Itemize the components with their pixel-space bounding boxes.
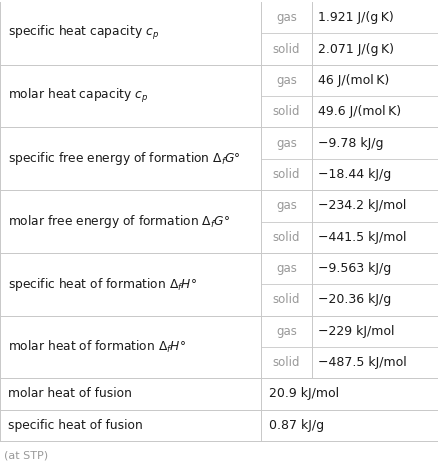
- Text: gas: gas: [276, 11, 296, 24]
- Text: −234.2 kJ/mol: −234.2 kJ/mol: [317, 199, 405, 212]
- Text: molar free energy of formation $\Delta_f G°$: molar free energy of formation $\Delta_f…: [8, 213, 230, 230]
- Text: molar heat of formation $\Delta_f H°$: molar heat of formation $\Delta_f H°$: [8, 339, 186, 355]
- Text: specific heat of formation $\Delta_f H°$: specific heat of formation $\Delta_f H°$: [8, 276, 197, 293]
- Text: 49.6 J/(mol K): 49.6 J/(mol K): [317, 105, 400, 118]
- Text: specific heat capacity $c_p$: specific heat capacity $c_p$: [8, 24, 159, 42]
- Text: 46 J/(mol K): 46 J/(mol K): [317, 74, 388, 87]
- Text: specific free energy of formation $\Delta_f G°$: specific free energy of formation $\Delt…: [8, 150, 240, 167]
- Text: (at STP): (at STP): [4, 451, 48, 461]
- Text: solid: solid: [272, 168, 300, 181]
- Text: gas: gas: [276, 137, 296, 149]
- Text: −229 kJ/mol: −229 kJ/mol: [317, 325, 393, 338]
- Text: −487.5 kJ/mol: −487.5 kJ/mol: [317, 356, 406, 369]
- Text: gas: gas: [276, 74, 296, 87]
- Text: solid: solid: [272, 231, 300, 244]
- Text: gas: gas: [276, 262, 296, 275]
- Text: 1.921 J/(g K): 1.921 J/(g K): [317, 11, 392, 24]
- Text: −9.563 kJ/g: −9.563 kJ/g: [317, 262, 390, 275]
- Text: molar heat of fusion: molar heat of fusion: [8, 388, 131, 401]
- Text: molar heat capacity $c_p$: molar heat capacity $c_p$: [8, 87, 148, 105]
- Text: gas: gas: [276, 325, 296, 338]
- Text: solid: solid: [272, 356, 300, 369]
- Text: gas: gas: [276, 199, 296, 212]
- Text: solid: solid: [272, 293, 300, 306]
- Text: specific heat of fusion: specific heat of fusion: [8, 419, 142, 432]
- Text: 20.9 kJ/mol: 20.9 kJ/mol: [268, 388, 339, 401]
- Text: solid: solid: [272, 105, 300, 118]
- Text: −441.5 kJ/mol: −441.5 kJ/mol: [317, 231, 405, 244]
- Text: 0.87 kJ/g: 0.87 kJ/g: [268, 419, 324, 432]
- Text: solid: solid: [272, 42, 300, 56]
- Text: −20.36 kJ/g: −20.36 kJ/g: [317, 293, 390, 306]
- Text: −9.78 kJ/g: −9.78 kJ/g: [317, 137, 382, 149]
- Text: 2.071 J/(g K): 2.071 J/(g K): [317, 42, 393, 56]
- Text: −18.44 kJ/g: −18.44 kJ/g: [317, 168, 390, 181]
